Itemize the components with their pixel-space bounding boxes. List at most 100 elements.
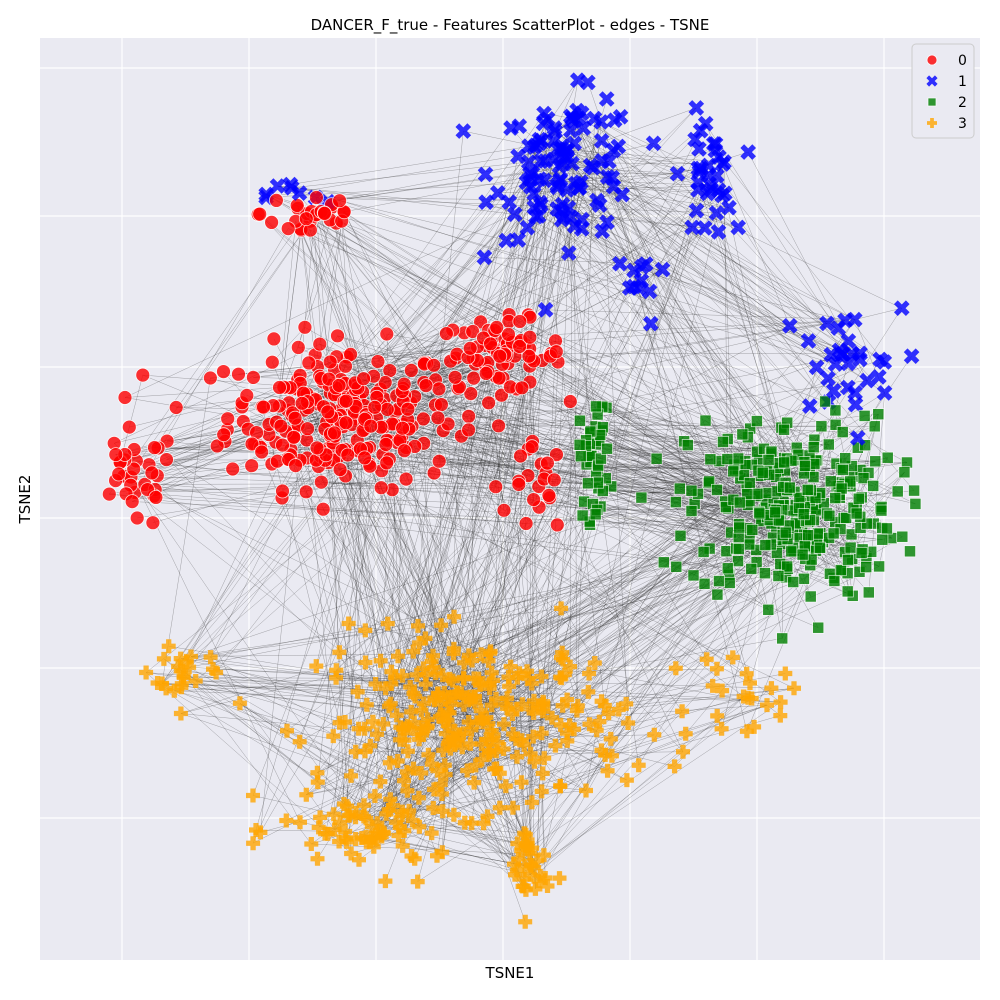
edge-line [545,309,858,439]
edge-line [266,194,836,365]
edge-line [161,343,508,684]
point-series-1 [840,333,857,349]
point-series-2 [711,483,723,496]
point-series-0 [124,494,140,510]
edge-line [607,176,730,208]
point-series-3 [631,758,646,773]
edge-line [161,455,321,684]
legend-box [911,43,975,139]
point-series-2 [650,452,663,465]
point-series-3 [419,720,434,735]
point-series-3 [410,874,425,889]
edge-line [452,155,568,739]
edge-line [541,140,809,342]
edge-line [186,538,813,663]
edge-line [522,696,744,887]
edge-line [559,166,743,435]
point-series-0 [465,324,481,339]
edge-line [365,762,391,819]
point-series-3 [139,665,154,680]
edge-line [132,501,748,529]
point-series-2 [855,546,868,559]
point-series-3 [344,846,359,861]
point-series-3 [432,709,447,724]
point-series-1 [571,180,587,197]
edge-line [126,460,817,495]
edge-line [570,217,849,364]
point-series-3 [675,704,690,719]
edge-line [582,515,740,528]
edge-line [210,656,335,830]
point-series-0 [418,378,434,394]
edge-line [418,462,591,734]
point-series-3 [327,822,342,837]
point-series-3 [582,666,597,681]
point-series-0 [289,197,305,213]
point-series-0 [225,461,241,477]
point-series-0 [275,483,290,499]
point-series-3 [667,759,682,774]
point-series-3 [368,677,383,691]
point-series-1 [573,105,590,122]
point-series-3 [292,734,307,749]
point-series-0 [512,338,527,354]
point-series-1 [691,141,707,157]
point-series-1 [819,315,835,332]
edge-line [147,489,779,517]
point-series-2 [860,561,873,574]
point-series-3 [569,703,584,718]
edge-line [602,490,853,597]
point-series-2 [713,575,725,588]
point-series-1 [501,194,518,211]
point-series-0 [478,365,494,381]
edge-line [109,493,765,574]
point-series-3 [382,699,396,714]
point-series-0 [540,455,555,471]
point-series-0 [512,314,528,329]
point-series-1 [536,172,553,189]
edge-line [750,413,879,429]
edge-line [557,148,725,163]
point-series-1 [696,220,713,236]
edge-line [457,388,681,536]
edge-line [814,457,888,545]
point-series-2 [635,491,648,504]
edge-line [494,107,697,331]
point-series-1 [490,185,506,201]
point-series-2 [840,511,853,524]
point-series-0 [338,415,354,431]
point-series-3 [787,681,801,696]
point-series-3 [545,710,559,725]
point-series-3 [600,763,615,778]
point-series-1 [691,164,708,180]
edge-line [418,440,587,740]
edge-line [593,167,828,324]
point-series-2 [687,569,700,582]
point-series-3 [457,655,472,670]
point-series-0 [431,453,447,469]
point-series-2 [829,404,842,417]
point-series-2 [799,459,812,472]
point-series-1 [688,100,705,116]
edge-line [480,321,505,511]
edge-line [343,212,595,664]
edge-line [461,435,496,487]
edge-line [342,380,868,451]
edge-line [536,548,739,861]
point-series-3 [528,881,543,896]
point-series-1 [808,359,825,376]
point-series-0 [463,386,479,402]
edge-line [533,147,606,706]
edge-line [613,186,783,536]
edge-line [317,704,367,773]
point-series-0 [492,348,508,364]
edge-line [523,751,684,880]
point-series-3 [739,724,754,739]
point-series-3 [534,669,549,684]
point-series-1 [511,118,528,135]
edge-line [576,118,595,711]
point-series-0 [168,400,184,415]
edge-line [392,499,534,806]
point-series-1 [585,159,602,176]
point-series-2 [733,521,746,534]
